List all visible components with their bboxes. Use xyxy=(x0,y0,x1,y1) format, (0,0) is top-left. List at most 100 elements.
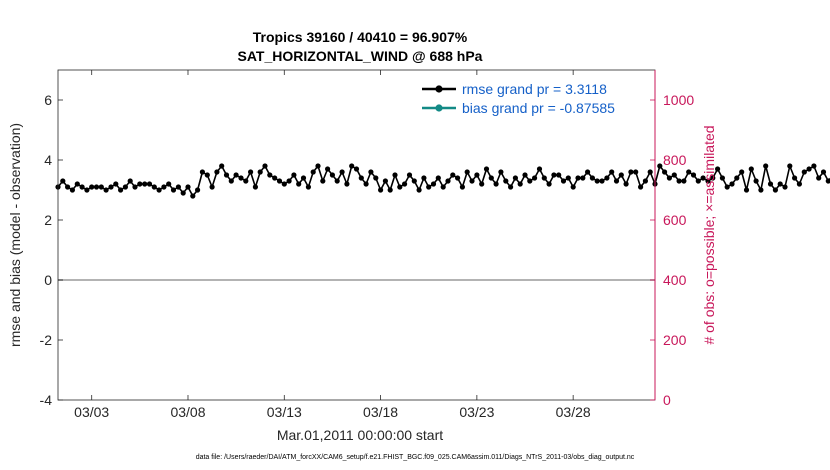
rmse-point-55 xyxy=(320,178,326,184)
rmse-point-15 xyxy=(127,178,133,184)
y-right-tick-label-5: 1000 xyxy=(663,92,694,108)
rmse-point-38 xyxy=(238,175,244,181)
plot-background xyxy=(58,70,655,400)
rmse-point-144 xyxy=(748,166,754,172)
rmse-point-143 xyxy=(743,187,750,193)
rmse-point-3 xyxy=(69,187,75,193)
rmse-point-101 xyxy=(541,175,547,181)
rmse-point-112 xyxy=(594,178,600,184)
rmse-point-2 xyxy=(65,184,71,190)
rmse-point-127 xyxy=(666,175,673,181)
rmse-point-159 xyxy=(820,169,827,175)
rmse-point-9 xyxy=(98,184,104,190)
y-right-tick-label-2: 400 xyxy=(663,272,687,288)
rmse-point-52 xyxy=(305,184,311,190)
rmse-point-84 xyxy=(459,184,465,190)
rmse-point-91 xyxy=(493,181,499,187)
chart-marks xyxy=(55,163,830,281)
rmse-point-59 xyxy=(339,169,345,175)
rmse-point-107 xyxy=(570,184,576,190)
rmse-point-31 xyxy=(204,172,210,178)
rmse-point-148 xyxy=(767,181,774,187)
rmse-point-77 xyxy=(426,184,432,190)
rmse-point-158 xyxy=(816,175,822,181)
rmse-point-90 xyxy=(488,175,494,181)
rmse-point-75 xyxy=(416,187,422,193)
x-tick-label-4: 03/23 xyxy=(459,404,494,420)
rmse-point-64 xyxy=(363,181,369,187)
rmse-point-43 xyxy=(262,163,268,169)
rmse-point-25 xyxy=(175,184,181,190)
rmse-point-10 xyxy=(103,187,109,193)
rmse-point-102 xyxy=(546,181,552,187)
rmse-point-109 xyxy=(580,175,586,181)
rmse-point-118 xyxy=(623,181,629,187)
y-right-tick-label-0: 0 xyxy=(663,392,671,408)
legend-box xyxy=(416,79,647,119)
rmse-point-87 xyxy=(474,172,480,178)
rmse-point-129 xyxy=(676,178,682,184)
rmse-point-47 xyxy=(281,181,287,187)
rmse-point-26 xyxy=(180,190,186,196)
rmse-point-62 xyxy=(353,166,360,172)
rmse-point-1 xyxy=(60,178,66,184)
rmse-point-116 xyxy=(613,178,620,184)
rmse-point-51 xyxy=(300,175,307,181)
rmse-point-49 xyxy=(291,172,297,178)
rmse-point-106 xyxy=(565,175,571,181)
rmse-point-117 xyxy=(618,172,624,178)
rmse-point-66 xyxy=(373,175,379,181)
rmse-point-113 xyxy=(599,178,605,184)
y-left-tick-label-0: -4 xyxy=(40,392,53,408)
rmse-point-111 xyxy=(589,175,596,181)
rmse-line xyxy=(57,165,830,197)
chart-title-line2: SAT_HORIZONTAL_WIND @ 688 hPa xyxy=(238,48,483,64)
y-left-tick-label-1: -2 xyxy=(40,332,53,348)
rmse-point-123 xyxy=(647,169,653,175)
rmse-point-99 xyxy=(532,175,538,181)
rmse-point-60 xyxy=(344,181,350,187)
rmse-point-39 xyxy=(243,178,249,184)
rmse-point-21 xyxy=(156,187,162,193)
rmse-point-146 xyxy=(758,187,764,193)
y-right-tick-label-4: 800 xyxy=(663,152,687,168)
rmse-point-121 xyxy=(638,184,644,190)
rmse-point-88 xyxy=(479,181,485,187)
rmse-point-4 xyxy=(74,181,80,187)
rmse-point-100 xyxy=(536,166,543,172)
y-left-tick-label-3: 2 xyxy=(44,212,52,228)
rmse-point-61 xyxy=(349,163,355,169)
rmse-point-42 xyxy=(257,169,263,175)
rmse-point-135 xyxy=(705,178,711,184)
rmse-point-37 xyxy=(233,172,239,178)
rmse-point-126 xyxy=(662,169,668,175)
y-axis-label-right: # of obs: o=possible; ×=assimilated xyxy=(701,125,717,344)
rmse-point-33 xyxy=(214,169,220,175)
rmse-point-145 xyxy=(753,178,759,184)
rmse-point-70 xyxy=(392,172,398,178)
rmse-point-115 xyxy=(609,169,615,175)
rmse-point-153 xyxy=(792,175,798,181)
rmse-point-122 xyxy=(642,178,649,184)
rmse-point-79 xyxy=(435,175,441,181)
rmse-point-97 xyxy=(522,172,528,178)
rmse-point-81 xyxy=(445,178,451,184)
rmse-point-17 xyxy=(137,181,143,187)
rmse-point-151 xyxy=(782,184,788,190)
rmse-point-7 xyxy=(89,184,95,190)
rmse-point-134 xyxy=(700,175,706,181)
rmse-point-141 xyxy=(734,175,740,181)
rmse-point-68 xyxy=(382,178,388,184)
rmse-point-18 xyxy=(142,181,148,187)
legend: rmse grand pr = 3.3118 bias grand pr = -… xyxy=(416,79,647,119)
legend-label-rmse: rmse grand pr = 3.3118 xyxy=(462,81,607,97)
rmse-point-12 xyxy=(113,181,119,187)
rmse-point-24 xyxy=(170,187,177,193)
rmse-point-54 xyxy=(315,163,321,169)
rmse-point-46 xyxy=(276,178,283,184)
rmse-point-16 xyxy=(132,184,138,190)
rmse-point-89 xyxy=(483,166,490,172)
rmse-point-41 xyxy=(252,184,258,190)
